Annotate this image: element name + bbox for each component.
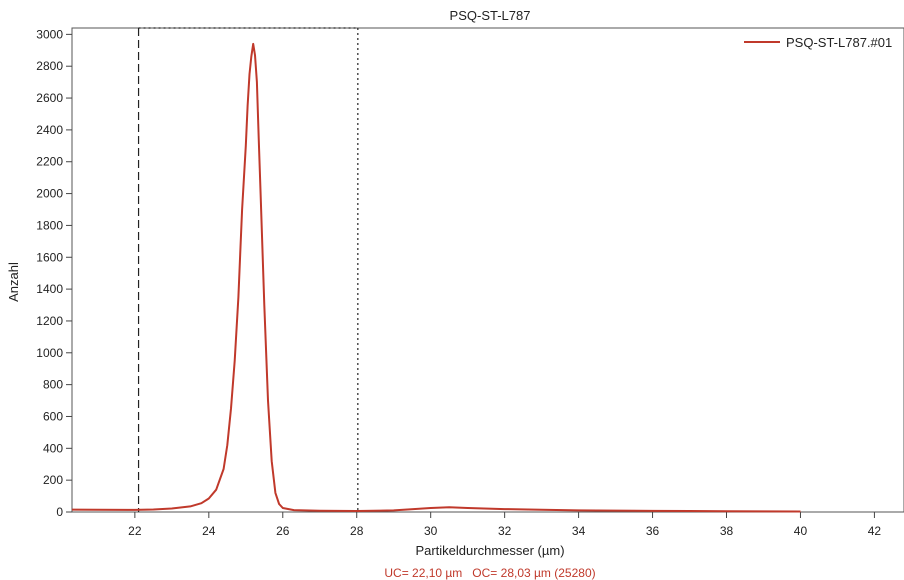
x-tick-label: 24 <box>202 524 216 538</box>
x-tick-label: 28 <box>350 524 364 538</box>
y-tick-label: 2000 <box>36 187 63 201</box>
y-axis: 0 200 400 600 800 1000 1200 1400 1600 1800 2000 220… <box>36 27 72 519</box>
x-tick-label: 30 <box>424 524 438 538</box>
x-tick-label: 40 <box>794 524 808 538</box>
y-tick-label: 400 <box>43 441 63 455</box>
y-axis-label: Anzahl <box>6 262 21 302</box>
y-tick-label: 3000 <box>36 27 63 41</box>
y-tick-label: 1000 <box>36 346 63 360</box>
y-tick-label: 1400 <box>36 282 63 296</box>
x-tick-label: 36 <box>646 524 660 538</box>
x-tick-label: 42 <box>868 524 882 538</box>
x-tick-label: 38 <box>720 524 734 538</box>
series-group <box>71 42 801 513</box>
x-tick-label: 32 <box>498 524 512 538</box>
x-tick-label: 22 <box>128 524 142 538</box>
x-tick-label: 34 <box>572 524 586 538</box>
cut-lines <box>137 27 359 512</box>
plot-area <box>71 27 904 513</box>
y-tick-label: 2600 <box>36 91 63 105</box>
y-tick-label: 2200 <box>36 155 63 169</box>
y-tick-label: 200 <box>43 473 63 487</box>
y-tick-label: 2400 <box>36 123 63 137</box>
x-axis-label: Partikeldurchmesser (µm) <box>415 543 564 558</box>
x-tick-label: 26 <box>276 524 290 538</box>
x-axis: 22 24 26 28 30 32 34 36 38 40 42 <box>128 512 881 538</box>
y-tick-label: 0 <box>56 505 63 519</box>
y-tick-label: 600 <box>43 409 63 423</box>
legend-label: PSQ-ST-L787.#01 <box>786 35 892 50</box>
y-tick-label: 2800 <box>36 59 63 73</box>
legend: PSQ-ST-L787.#01 <box>744 35 892 50</box>
cut-annotation: UC= 22,10 µm OC= 28,03 µm (25280) <box>384 566 595 580</box>
series-line <box>71 42 801 513</box>
y-tick-label: 1800 <box>36 218 63 232</box>
y-tick-label: 1200 <box>36 314 63 328</box>
chart-title: PSQ-ST-L787 <box>450 8 531 23</box>
y-tick-label: 800 <box>43 378 63 392</box>
y-tick-label: 1600 <box>36 250 63 264</box>
